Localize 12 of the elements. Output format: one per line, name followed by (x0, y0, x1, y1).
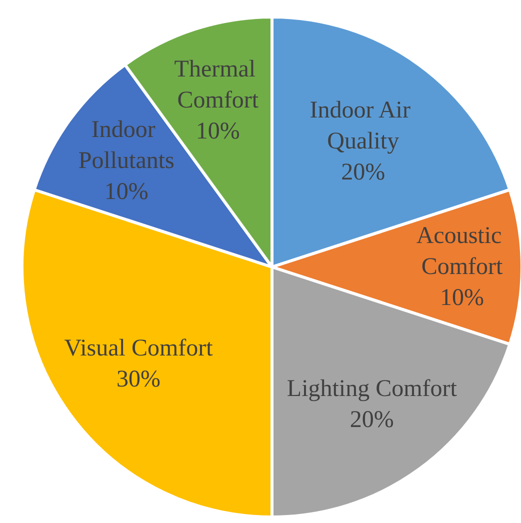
data-label: 30% (116, 366, 161, 392)
data-label: 10% (196, 118, 240, 145)
slice-label: Indoor Pollutants (78, 117, 174, 174)
data-label: 20% (350, 407, 394, 434)
data-label: 10% (104, 179, 148, 206)
slice-label: Acoustic Comfort (416, 223, 508, 280)
data-label: 20% (341, 160, 386, 186)
slice-label: Thermal Comfort (174, 56, 262, 114)
slice-label: Lighting Comfort (286, 376, 458, 402)
slice-label: Indoor Air Quality (310, 98, 416, 155)
slice-label: Visual Comfort (64, 335, 214, 362)
data-label: 10% (440, 285, 484, 311)
